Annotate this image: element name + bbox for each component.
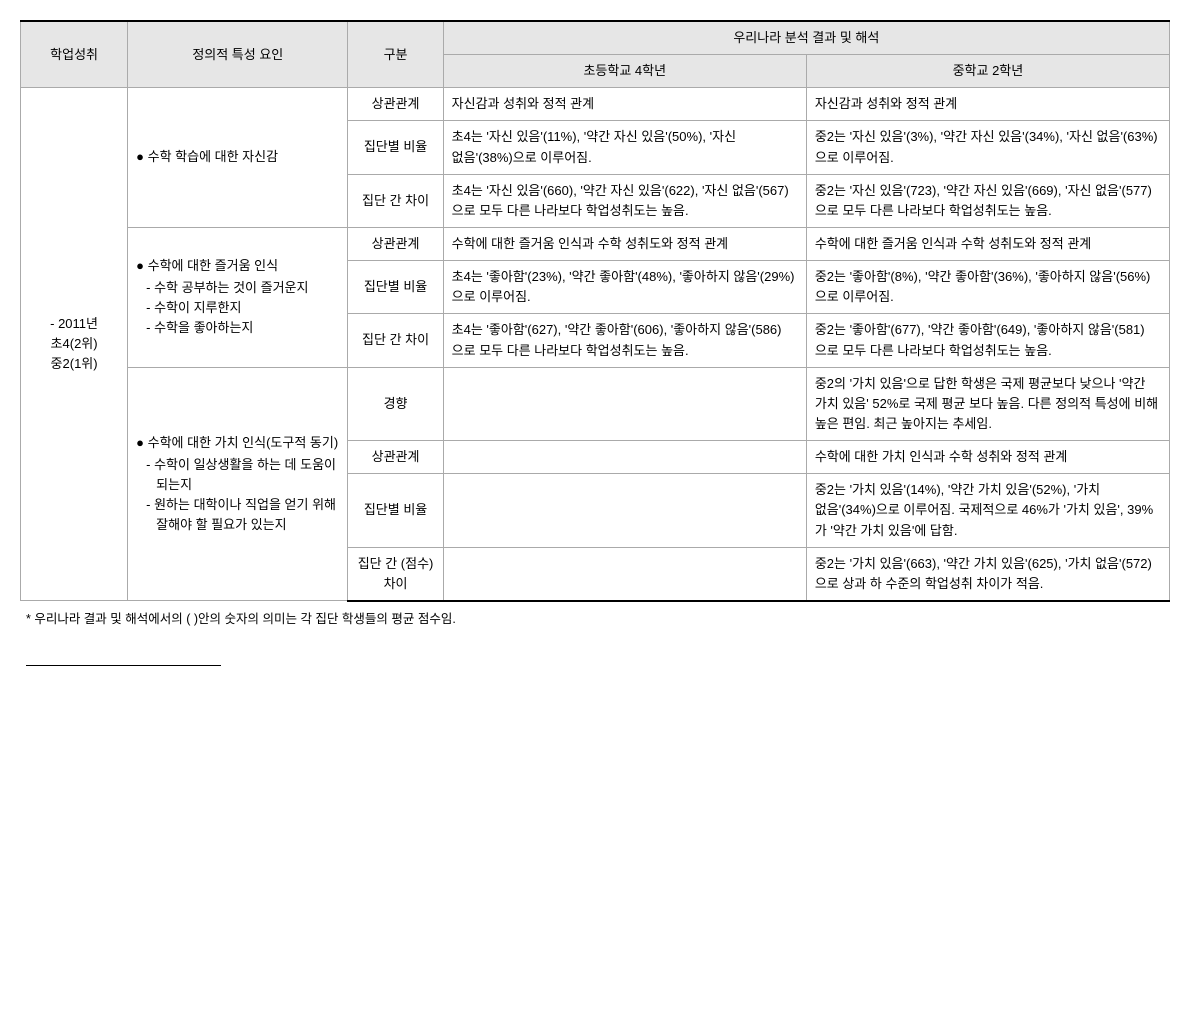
cell-r3c2: 중2는 '자신 있음'(723), '약간 자신 있음'(669), '자신 없… [806,174,1169,227]
header-results: 우리나라 분석 결과 및 해석 [443,21,1169,55]
gubun-trend: 경향 [348,367,443,440]
gubun-score-diff: 집단 간 (점수) 차이 [348,547,443,601]
factor-confidence: ● 수학 학습에 대한 자신감 [128,88,348,228]
cell-r7c1 [443,367,806,440]
cell-r7c2: 중2의 '가치 있음'으로 답한 학생은 국제 평균보다 낮으나 '약간 가치 … [806,367,1169,440]
cell-r6c2: 중2는 '좋아함'(677), '약간 좋아함'(649), '좋아하지 않음'… [806,314,1169,367]
gubun-correlation: 상관관계 [348,88,443,121]
subheader-elem4: 초등학교 4학년 [443,55,806,88]
cell-r1c1: 자신감과 성취와 정적 관계 [443,88,806,121]
header-factor: 정의적 특성 요인 [128,21,348,88]
cell-r4c2: 수학에 대한 즐거움 인식과 수학 성취도와 정적 관계 [806,227,1169,260]
achievement-cell: - 2011년 초4(2위) 중2(1위) [21,88,128,601]
bottom-rule-line [26,665,221,666]
gubun-correlation-2: 상관관계 [348,227,443,260]
header-achievement: 학업성취 [21,21,128,88]
gubun-group-ratio-3: 집단별 비율 [348,474,443,547]
factor-value: ● 수학에 대한 가치 인식(도구적 동기) - 수학이 일상생활을 하는 데 … [128,367,348,601]
footnote: * 우리나라 결과 및 해석에서의 ( )안의 숫자의 의미는 각 집단 학생들… [20,608,1170,627]
gubun-group-diff-2: 집단 간 차이 [348,314,443,367]
factor-enjoyment-sub2: - 수학이 지루한지 [136,298,339,318]
cell-r10c2: 중2는 '가치 있음'(663), '약간 가치 있음'(625), '가치 없… [806,547,1169,601]
cell-r2c2: 중2는 '자신 있음'(3%), '약간 자신 있음'(34%), '자신 없음… [806,121,1169,174]
cell-r9c2: 중2는 '가치 있음'(14%), '약간 가치 있음'(52%), '가치 없… [806,474,1169,547]
cell-r8c1 [443,441,806,474]
factor-enjoyment-sub1: - 수학 공부하는 것이 즐거운지 [136,278,339,298]
factor-value-sub2: - 원하는 대학이나 직업을 얻기 위해 잘해야 할 필요가 있는지 [136,495,339,535]
year-line: - 2011년 [29,314,119,334]
cell-r6c1: 초4는 '좋아함'(627), '약간 좋아함'(606), '좋아하지 않음'… [443,314,806,367]
factor-confidence-label: ● 수학 학습에 대한 자신감 [136,147,339,167]
cell-r4c1: 수학에 대한 즐거움 인식과 수학 성취도와 정적 관계 [443,227,806,260]
elem4-rank: 초4(2위) [29,334,119,354]
gubun-group-diff: 집단 간 차이 [348,174,443,227]
results-table: 학업성취 정의적 특성 요인 구분 우리나라 분석 결과 및 해석 초등학교 4… [20,20,1170,602]
factor-enjoyment: ● 수학에 대한 즐거움 인식 - 수학 공부하는 것이 즐거운지 - 수학이 … [128,227,348,367]
cell-r5c1: 초4는 '좋아함'(23%), '약간 좋아함'(48%), '좋아하지 않음'… [443,261,806,314]
cell-r1c2: 자신감과 성취와 정적 관계 [806,88,1169,121]
subheader-mid2: 중학교 2학년 [806,55,1169,88]
factor-value-label: ● 수학에 대한 가치 인식(도구적 동기) [136,433,339,453]
cell-r5c2: 중2는 '좋아함'(8%), '약간 좋아함'(36%), '좋아하지 않음'(… [806,261,1169,314]
cell-r3c1: 초4는 '자신 있음'(660), '약간 자신 있음'(622), '자신 없… [443,174,806,227]
cell-r10c1 [443,547,806,601]
factor-enjoyment-label: ● 수학에 대한 즐거움 인식 [136,256,339,276]
mid2-rank: 중2(1위) [29,354,119,374]
cell-r9c1 [443,474,806,547]
gubun-group-ratio-2: 집단별 비율 [348,261,443,314]
gubun-correlation-3: 상관관계 [348,441,443,474]
factor-enjoyment-sub3: - 수학을 좋아하는지 [136,318,339,338]
gubun-group-ratio: 집단별 비율 [348,121,443,174]
cell-r8c2: 수학에 대한 가치 인식과 수학 성취와 정적 관계 [806,441,1169,474]
cell-r2c1: 초4는 '자신 있음'(11%), '약간 자신 있음'(50%), '자신 없… [443,121,806,174]
header-gubun: 구분 [348,21,443,88]
factor-value-sub1: - 수학이 일상생활을 하는 데 도움이 되는지 [136,455,339,495]
